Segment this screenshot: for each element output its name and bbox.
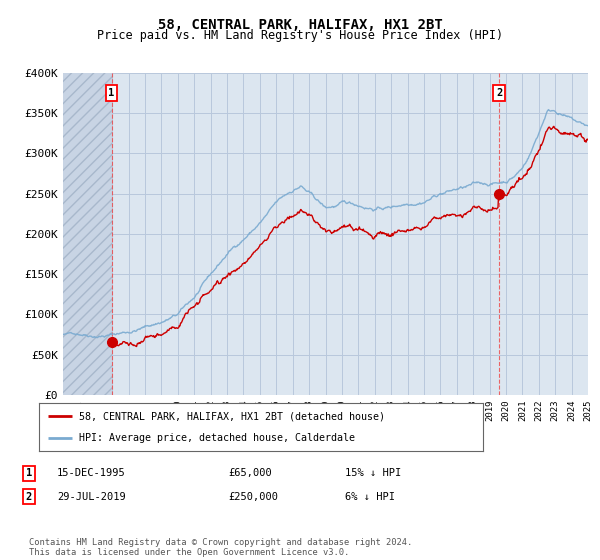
Text: £250,000: £250,000 xyxy=(228,492,278,502)
Text: 6% ↓ HPI: 6% ↓ HPI xyxy=(345,492,395,502)
Text: 58, CENTRAL PARK, HALIFAX, HX1 2BT (detached house): 58, CENTRAL PARK, HALIFAX, HX1 2BT (deta… xyxy=(79,411,385,421)
Text: 29-JUL-2019: 29-JUL-2019 xyxy=(57,492,126,502)
Text: Price paid vs. HM Land Registry's House Price Index (HPI): Price paid vs. HM Land Registry's House … xyxy=(97,29,503,42)
Bar xyxy=(63,73,112,395)
Text: 15-DEC-1995: 15-DEC-1995 xyxy=(57,468,126,478)
Text: £65,000: £65,000 xyxy=(228,468,272,478)
Text: Contains HM Land Registry data © Crown copyright and database right 2024.
This d: Contains HM Land Registry data © Crown c… xyxy=(29,538,412,557)
Text: 15% ↓ HPI: 15% ↓ HPI xyxy=(345,468,401,478)
Text: 1: 1 xyxy=(26,468,32,478)
Text: 2: 2 xyxy=(26,492,32,502)
Text: 2: 2 xyxy=(496,88,502,98)
Text: HPI: Average price, detached house, Calderdale: HPI: Average price, detached house, Cald… xyxy=(79,433,355,443)
Text: 58, CENTRAL PARK, HALIFAX, HX1 2BT: 58, CENTRAL PARK, HALIFAX, HX1 2BT xyxy=(158,18,442,32)
Text: 1: 1 xyxy=(109,88,115,98)
